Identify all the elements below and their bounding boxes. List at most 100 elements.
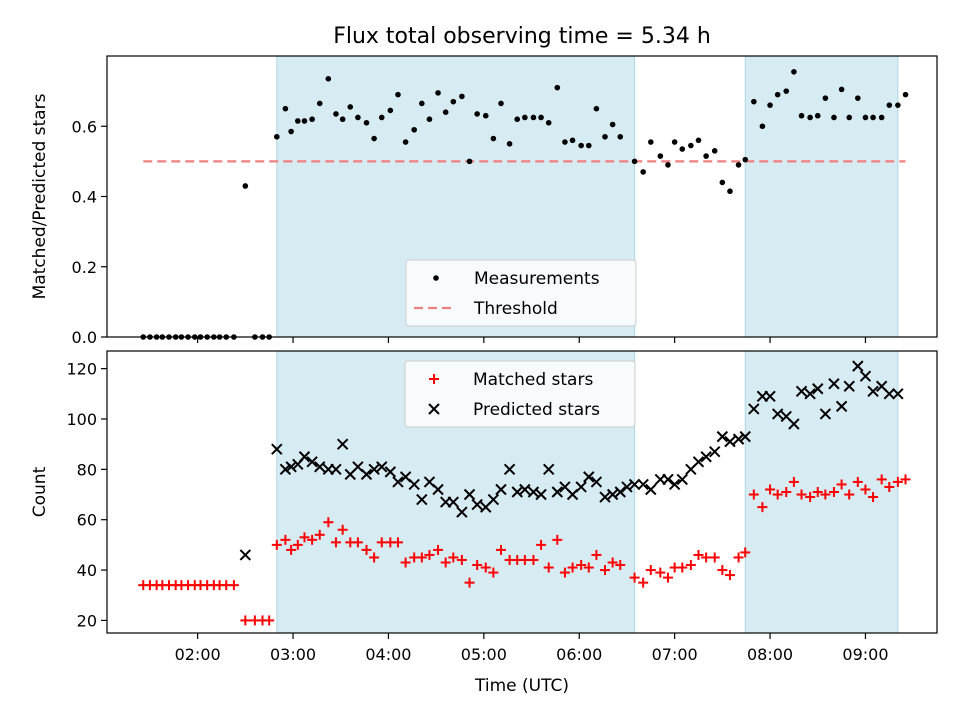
matched-star-point	[884, 481, 895, 492]
matched-star-point	[836, 479, 847, 490]
measurement-point	[647, 139, 654, 145]
predicted-star-point	[487, 493, 500, 506]
measurement-point	[767, 102, 773, 108]
predicted-star-point	[583, 471, 595, 483]
predicted-star-point	[392, 476, 404, 488]
predicted-star-point	[519, 483, 531, 496]
measurement-point	[242, 183, 249, 189]
measurement-point	[822, 95, 829, 101]
matched-star-point	[748, 489, 759, 500]
matched-star-point	[576, 560, 587, 571]
matched-star-point	[299, 532, 310, 543]
measurement-point	[316, 100, 323, 107]
predicted-star-point	[835, 400, 848, 413]
matched-star-point	[323, 517, 334, 528]
y-tick-label: 60	[77, 511, 97, 530]
legend-dot-icon	[433, 275, 439, 281]
measurement-point	[783, 88, 790, 94]
measurement-point	[602, 133, 608, 140]
predicted-star-point	[662, 473, 674, 486]
x-tick-label: 09:00	[842, 645, 888, 664]
predicted-star-point	[239, 549, 252, 561]
matched-star-point	[337, 524, 348, 535]
legend: Measurements Threshold	[405, 259, 637, 327]
predicted-star-point	[271, 443, 283, 455]
matched-star-point	[416, 552, 427, 563]
measurement-point	[688, 142, 694, 149]
matched-star-point	[693, 549, 704, 560]
matched-star-point	[433, 544, 444, 555]
measurement-point	[474, 111, 480, 117]
measurement-point	[838, 86, 845, 93]
matched-star-point	[330, 537, 341, 548]
measurement-point	[711, 148, 718, 154]
measurement-point	[288, 128, 294, 135]
measurement-point	[387, 107, 394, 114]
measurement-point	[309, 116, 315, 123]
predicted-star-point	[471, 498, 483, 511]
predicted-star-point	[716, 430, 729, 443]
matched-star-point	[392, 537, 403, 548]
predicted-star-point	[416, 493, 428, 506]
y-axis-label: Matched/Predicted stars	[30, 93, 50, 299]
legend-label: Predicted stars	[473, 400, 600, 420]
measurement-point	[814, 112, 821, 119]
predicted-star-point	[456, 506, 468, 518]
measurement-point	[895, 102, 901, 108]
measurement-point	[435, 90, 441, 96]
matched-star-point	[717, 565, 728, 576]
measurement-point	[671, 139, 678, 145]
matched-star-point	[591, 549, 602, 560]
predicted-star-point	[819, 408, 832, 420]
measurement-point	[742, 156, 749, 163]
predicted-star-point	[360, 468, 373, 481]
measurement-point	[735, 162, 742, 168]
observing-interval-1	[744, 55, 899, 338]
matched-star-point	[733, 552, 744, 563]
matched-star-point	[314, 529, 325, 540]
measurement-point	[751, 98, 757, 105]
x-tick-label: 05:00	[461, 645, 507, 664]
measurement-point	[679, 146, 686, 152]
measurement-point	[333, 111, 339, 117]
plot-frame	[106, 350, 938, 634]
predicted-star-point	[637, 478, 649, 491]
measurement-point	[870, 114, 876, 121]
x-tick-label: 02:00	[175, 645, 221, 664]
matched-star-point	[709, 552, 720, 563]
predicted-star-point	[285, 461, 297, 473]
matched-star-point	[240, 615, 251, 626]
measurement-point	[695, 137, 702, 144]
measurement-point	[554, 84, 561, 91]
matched-star-point	[685, 560, 696, 571]
predicted-star-point	[330, 463, 342, 476]
matched-star-point	[788, 476, 799, 487]
matched-star-point	[376, 537, 387, 548]
matched-star-point	[662, 572, 673, 583]
predicted-star-point	[279, 463, 292, 476]
matched-star-point	[286, 544, 297, 555]
matched-star-point	[496, 544, 507, 555]
matched-star-point	[307, 534, 318, 545]
matched-star-point	[456, 554, 467, 565]
y-tick-label: 0.2	[72, 258, 97, 277]
legend-label: Threshold	[473, 299, 558, 319]
measurement-point	[339, 116, 346, 123]
matched-star-point	[607, 557, 618, 568]
predicted-star-point	[795, 385, 808, 397]
x-tick-label: 07:00	[652, 645, 698, 664]
predicted-star-point	[828, 378, 840, 390]
matched-star-point	[552, 534, 563, 545]
predicted-star-point	[535, 488, 547, 501]
matched-star-point	[805, 492, 816, 503]
measurement-point	[593, 105, 600, 112]
measurement-point	[395, 91, 401, 98]
measurement-point	[490, 135, 497, 142]
x-tick-label: 04:00	[365, 645, 411, 664]
legend-box	[405, 259, 637, 327]
x-tick-label: 03:00	[270, 645, 316, 664]
measurement-point	[363, 119, 370, 126]
predicted-star-point	[709, 446, 721, 458]
measurement-point	[562, 139, 568, 145]
